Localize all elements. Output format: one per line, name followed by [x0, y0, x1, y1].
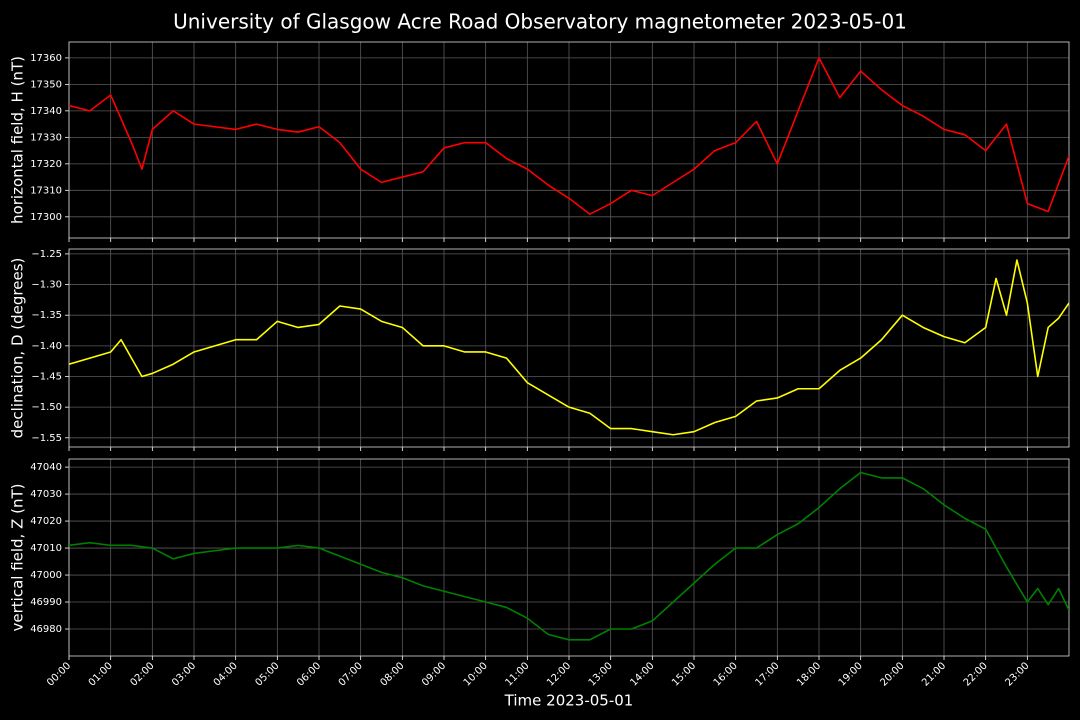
y-tick-label: −1.35 [31, 310, 62, 321]
y-tick-label: 17340 [30, 106, 62, 117]
y-tick-label: 17300 [30, 212, 62, 223]
y-tick-label: 17330 [30, 132, 62, 143]
y-tick-label: −1.50 [31, 402, 62, 413]
data-line [69, 57, 1069, 215]
y-tick-label: 47010 [30, 543, 62, 554]
y-tick-label: 17360 [30, 53, 62, 64]
y-tick-label: −1.45 [31, 372, 62, 383]
y-tick-label: 47040 [30, 462, 62, 473]
y-tick-label: −1.40 [31, 341, 62, 352]
y-tick-label: 17320 [30, 159, 62, 170]
figure-title: University of Glasgow Acre Road Observat… [173, 10, 907, 34]
data-line [69, 471, 1069, 641]
y-tick-label: 47000 [30, 570, 62, 581]
y-tick-label: 47030 [30, 489, 62, 500]
y-tick-label: 47020 [30, 516, 62, 527]
y-tick-label: −1.25 [31, 249, 62, 260]
y-axis-label: declination, D (degrees) [9, 258, 27, 439]
y-tick-label: 17310 [30, 185, 62, 196]
y-tick-label: 46990 [30, 597, 62, 608]
y-axis-label: horizontal field, H (nT) [9, 56, 27, 224]
plot-frame [68, 248, 1070, 448]
plot-frame [68, 41, 1070, 239]
y-tick-label: 17350 [30, 79, 62, 90]
y-tick-label: 46980 [30, 624, 62, 635]
y-axis-label: vertical field, Z (nT) [9, 483, 27, 631]
x-axis-label: Time 2023-05-01 [504, 692, 634, 710]
y-tick-label: −1.55 [31, 433, 62, 444]
data-line [69, 259, 1069, 436]
plot-frame [68, 458, 1070, 657]
y-tick-label: −1.30 [31, 280, 62, 291]
